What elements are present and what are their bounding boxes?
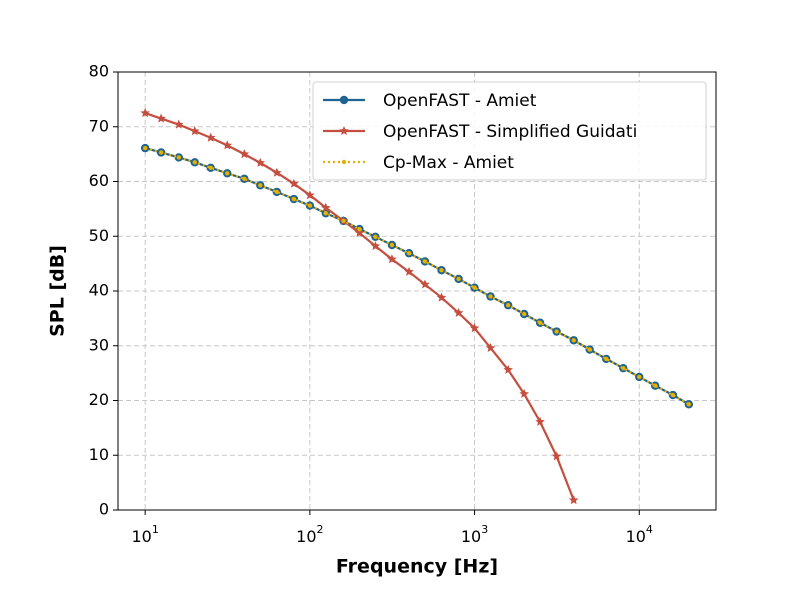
marker <box>505 303 511 308</box>
marker <box>156 113 166 123</box>
marker <box>469 323 480 333</box>
marker <box>670 392 676 398</box>
marker <box>551 451 562 461</box>
marker <box>488 294 493 299</box>
marker <box>686 402 692 407</box>
marker <box>321 202 331 212</box>
marker <box>420 279 430 289</box>
y-tick-label: 70 <box>89 116 109 135</box>
x-tick-label: 101 <box>131 523 158 546</box>
marker <box>307 203 313 208</box>
x-tick-label: 103 <box>461 523 488 546</box>
marker <box>653 383 658 388</box>
y-tick-label: 30 <box>89 335 109 354</box>
marker <box>242 176 247 181</box>
legend-marker <box>339 126 349 136</box>
marker <box>341 218 346 224</box>
marker <box>291 196 297 202</box>
marker <box>621 365 626 371</box>
marker <box>587 347 592 352</box>
marker <box>225 171 230 176</box>
marker <box>142 145 148 151</box>
marker <box>485 342 496 352</box>
legend-marker <box>339 95 349 105</box>
marker <box>274 189 280 195</box>
x-axis-label: Frequency [Hz] <box>336 556 498 578</box>
legend-label: Cp-Max - Amiet <box>383 153 514 173</box>
marker <box>354 227 365 238</box>
marker <box>404 266 414 276</box>
marker <box>258 183 263 188</box>
legend-box <box>312 81 707 181</box>
marker <box>571 338 576 343</box>
marker <box>537 320 543 325</box>
marker <box>357 226 362 232</box>
marker <box>389 242 395 248</box>
x-tick-label: 104 <box>626 523 653 546</box>
marker <box>406 251 412 256</box>
marker <box>472 285 477 290</box>
marker <box>289 178 299 188</box>
marker <box>387 254 397 264</box>
legend-label: OpenFAST - Simplified Guidati <box>383 122 637 142</box>
legend-label: OpenFAST - Amiet <box>383 91 537 111</box>
legend-marker <box>341 159 347 165</box>
y-tick-label: 20 <box>89 390 109 409</box>
marker <box>239 149 250 159</box>
marker <box>140 108 150 118</box>
y-tick-label: 50 <box>89 226 109 245</box>
marker <box>222 140 232 150</box>
marker <box>192 160 197 165</box>
marker <box>305 190 315 200</box>
marker <box>174 119 184 129</box>
y-tick-label: 80 <box>89 62 109 81</box>
marker <box>521 311 527 317</box>
marker <box>604 356 609 362</box>
marker <box>323 211 329 216</box>
marker <box>205 132 216 142</box>
marker <box>554 329 559 334</box>
marker <box>519 388 529 398</box>
marker <box>208 165 213 171</box>
marker <box>370 241 381 251</box>
y-tick-label: 40 <box>89 281 109 300</box>
marker <box>568 495 579 505</box>
plot-frame <box>117 71 717 511</box>
marker <box>272 167 282 177</box>
marker <box>535 416 545 426</box>
marker <box>158 150 164 155</box>
x-tick-label: 102 <box>296 523 323 546</box>
y-tick-label: 10 <box>89 445 109 464</box>
marker <box>189 126 200 136</box>
marker <box>255 157 266 167</box>
marker <box>422 259 428 264</box>
marker <box>176 155 181 160</box>
marker <box>637 374 642 380</box>
marker <box>373 234 378 239</box>
series-line <box>144 147 690 406</box>
marker <box>439 267 444 273</box>
marker <box>453 307 464 317</box>
marker <box>503 364 513 374</box>
y-tick-label: 0 <box>99 500 109 519</box>
y-axis-label: SPL [dB] <box>47 245 69 337</box>
marker <box>436 292 447 302</box>
y-tick-label: 60 <box>89 171 109 190</box>
marker <box>456 276 461 282</box>
